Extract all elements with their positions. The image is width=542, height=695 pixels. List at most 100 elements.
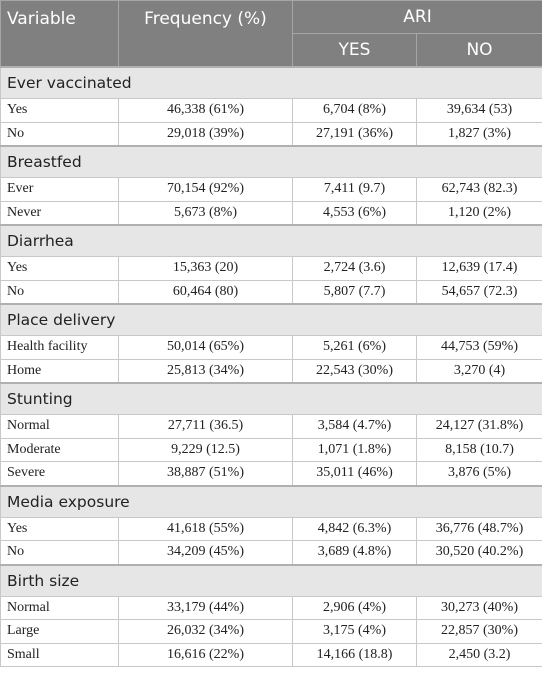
group-row: Breastfed [0,145,542,178]
row-label: Ever [0,177,119,202]
data-cell: 3,270 (4) [416,358,542,384]
data-row: Yes 41,618 (55%) 4,842 (6.3%) 36,776 (48.7%… [0,516,542,541]
data-cell: 24,127 (31.8%) [416,414,542,439]
data-cell: 5,807 (7.7) [292,279,417,305]
group-name: Breastfed [0,145,542,178]
data-row: Home 25,813 (34%) 22,543 (30%) 3,270 (4) [0,358,542,384]
table-body: Ever vaccinated Yes 46,338 (61%) 6,704 (8%)… [0,66,542,667]
data-cell: 46,338 (61%) [118,98,293,123]
data-cell: 29,018 (39%) [118,121,293,147]
data-row: Severe 38,887 (51%) 35,011 (46%) 3,876 (5%) [0,461,542,486]
row-label: Never [0,200,119,226]
data-cell: 60,464 (80) [118,279,293,305]
data-cell: 12,639 (17.4) [416,256,542,281]
data-cell: 50,014 (65%) [118,335,293,360]
data-cell: 27,711 (36.5) [118,414,293,439]
group-name: Place delivery [0,303,542,336]
group-row: Birth size [0,563,542,597]
header-cell: YES [292,33,417,68]
data-cell: 44,753 (59%) [416,335,542,360]
data-cell: 2,906 (4%) [292,595,417,620]
data-row: Health facility 50,014 (65%) 5,261 (6%) 44,… [0,335,542,360]
data-cell: 4,842 (6.3%) [292,516,417,541]
data-cell: 22,857 (30%) [416,619,542,644]
data-cell: 8,158 (10.7) [416,437,542,462]
header-row: Variable Frequency (%) ARI [0,0,542,68]
data-cell: 30,273 (40%) [416,595,542,620]
group-name: Stunting [0,382,542,415]
data-row: Small 16,616 (22%) 14,166 (18.8) 2,450 (3.2… [0,642,542,667]
data-cell: 15,363 (20) [118,256,293,281]
data-row: Moderate 9,229 (12.5) 1,071 (1.8%) 8,158 (1… [0,437,542,462]
row-label: Normal [0,595,119,620]
row-label: Health facility [0,335,119,360]
data-cell: 34,209 (45%) [118,540,293,565]
data-cell: 3,689 (4.8%) [292,540,417,565]
data-cell: 62,743 (82.3) [416,177,542,202]
data-cell: 9,229 (12.5) [118,437,293,462]
header-cell: NO [416,33,542,68]
row-label: Small [0,642,119,667]
data-cell: 30,520 (40.2%) [416,540,542,565]
data-cell: 22,543 (30%) [292,358,417,384]
group-row: Diarrhea [0,224,542,257]
data-cell: 5,673 (8%) [118,200,293,226]
row-label: No [0,279,119,305]
data-cell: 41,618 (55%) [118,516,293,541]
row-label: Large [0,619,119,644]
table-header: Variable Frequency (%) ARI YES NO [0,0,542,68]
data-cell: 7,411 (9.7) [292,177,417,202]
data-cell: 39,634 (53) [416,98,542,123]
data-cell: 3,876 (5%) [416,461,542,486]
row-label: Severe [0,461,119,486]
group-name: Birth size [0,563,542,597]
data-cell: 1,827 (3%) [416,121,542,147]
data-cell: 33,179 (44%) [118,595,293,620]
data-cell: 14,166 (18.8) [292,642,417,667]
data-cell: 27,191 (36%) [292,121,417,147]
data-cell: 3,175 (4%) [292,619,417,644]
table: Variable Frequency (%) ARI YES NO Ever v… [0,0,542,667]
group-row: Stunting [0,382,542,415]
data-cell: 1,120 (2%) [416,200,542,226]
data-cell: 25,813 (34%) [118,358,293,384]
data-row: Large 26,032 (34%) 3,175 (4%) 22,857 (30%) [0,619,542,644]
data-cell: 6,704 (8%) [292,98,417,123]
row-label: Yes [0,256,119,281]
data-cell: 1,071 (1.8%) [292,437,417,462]
data-cell: 38,887 (51%) [118,461,293,486]
data-cell: 70,154 (92%) [118,177,293,202]
group-name: Ever vaccinated [0,66,542,99]
data-row: Yes 46,338 (61%) 6,704 (8%) 39,634 (53) [0,98,542,123]
data-row: No 29,018 (39%) 27,191 (36%) 1,827 (3%) [0,121,542,147]
data-cell: 36,776 (48.7%) [416,516,542,541]
data-cell: 16,616 (22%) [118,642,293,667]
header-cell: ARI [292,0,542,34]
data-row: No 60,464 (80) 5,807 (7.7) 54,657 (72.3) [0,279,542,305]
row-label: No [0,121,119,147]
row-label: No [0,540,119,565]
row-label: Yes [0,516,119,541]
data-row: Yes 15,363 (20) 2,724 (3.6) 12,639 (17.4) [0,256,542,281]
data-cell: 35,011 (46%) [292,461,417,486]
group-row: Place delivery [0,303,542,336]
row-label: Normal [0,414,119,439]
data-cell: 5,261 (6%) [292,335,417,360]
data-cell: 3,584 (4.7%) [292,414,417,439]
data-cell: 26,032 (34%) [118,619,293,644]
data-row: Normal 27,711 (36.5) 3,584 (4.7%) 24,127 (3… [0,414,542,439]
group-row: Ever vaccinated [0,66,542,99]
data-cell: 2,724 (3.6) [292,256,417,281]
row-label: Yes [0,98,119,123]
data-cell: 4,553 (6%) [292,200,417,226]
group-name: Media exposure [0,484,542,518]
row-label: Moderate [0,437,119,462]
data-cell: 54,657 (72.3) [416,279,542,305]
data-cell: 2,450 (3.2) [416,642,542,667]
data-row: No 34,209 (45%) 3,689 (4.8%) 30,520 (40.2%) [0,540,542,565]
group-name: Diarrhea [0,224,542,257]
header-cell: Variable [0,0,119,68]
data-row: Ever 70,154 (92%) 7,411 (9.7) 62,743 (82.3) [0,177,542,202]
data-row: Never 5,673 (8%) 4,553 (6%) 1,120 (2%) [0,200,542,226]
